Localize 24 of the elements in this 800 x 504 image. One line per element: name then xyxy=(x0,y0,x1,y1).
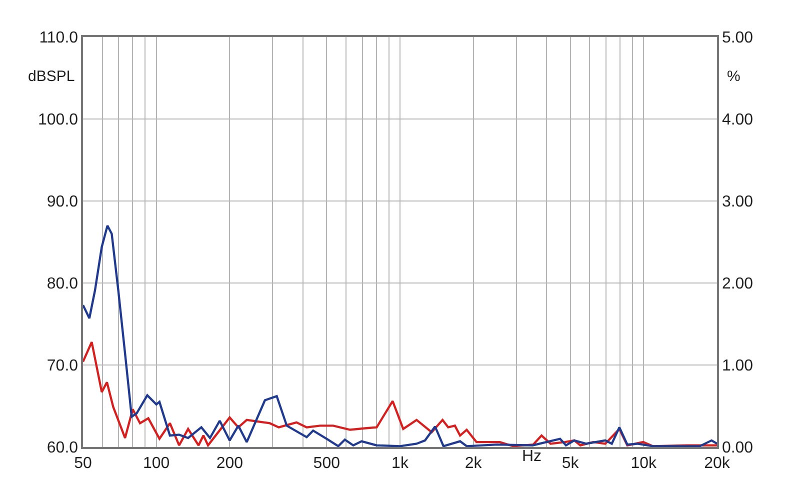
y-tick-label: 60.0 xyxy=(46,440,78,457)
x-tick-label: 200 xyxy=(216,454,244,472)
y2-tick-label: 1.00 xyxy=(722,358,754,375)
y-tick-label: 100.0 xyxy=(38,112,78,129)
x-tick-label: 100 xyxy=(143,454,170,472)
x-tick-label: 10k xyxy=(630,454,658,472)
y-axis-title: dBSPL xyxy=(28,68,75,85)
y-tick-label: 90.0 xyxy=(46,194,78,211)
x-tick-label: 5k xyxy=(562,454,580,472)
y2-axis-title: % xyxy=(727,68,740,85)
y2-tick-label: 3.00 xyxy=(722,194,754,211)
x-axis-title: Hz xyxy=(522,448,542,465)
x-tick-label: 20k xyxy=(704,454,731,472)
y2-tick-label: 2.00 xyxy=(722,276,754,293)
x-tick-label: 1k xyxy=(392,454,410,472)
x-tick-label: 2k xyxy=(464,454,483,472)
y2-tick-label: 0.00 xyxy=(722,440,754,457)
y2-tick-label: 4.00 xyxy=(722,112,754,129)
x-tick-label: 500 xyxy=(313,454,340,472)
x-tick-label: 50 xyxy=(74,454,92,472)
y-tick-label: 70.0 xyxy=(46,358,78,375)
y2-tick-label: 5.00 xyxy=(722,30,754,47)
y-tick-label: 110.0 xyxy=(39,30,78,47)
y-tick-label: 80.0 xyxy=(46,276,78,293)
